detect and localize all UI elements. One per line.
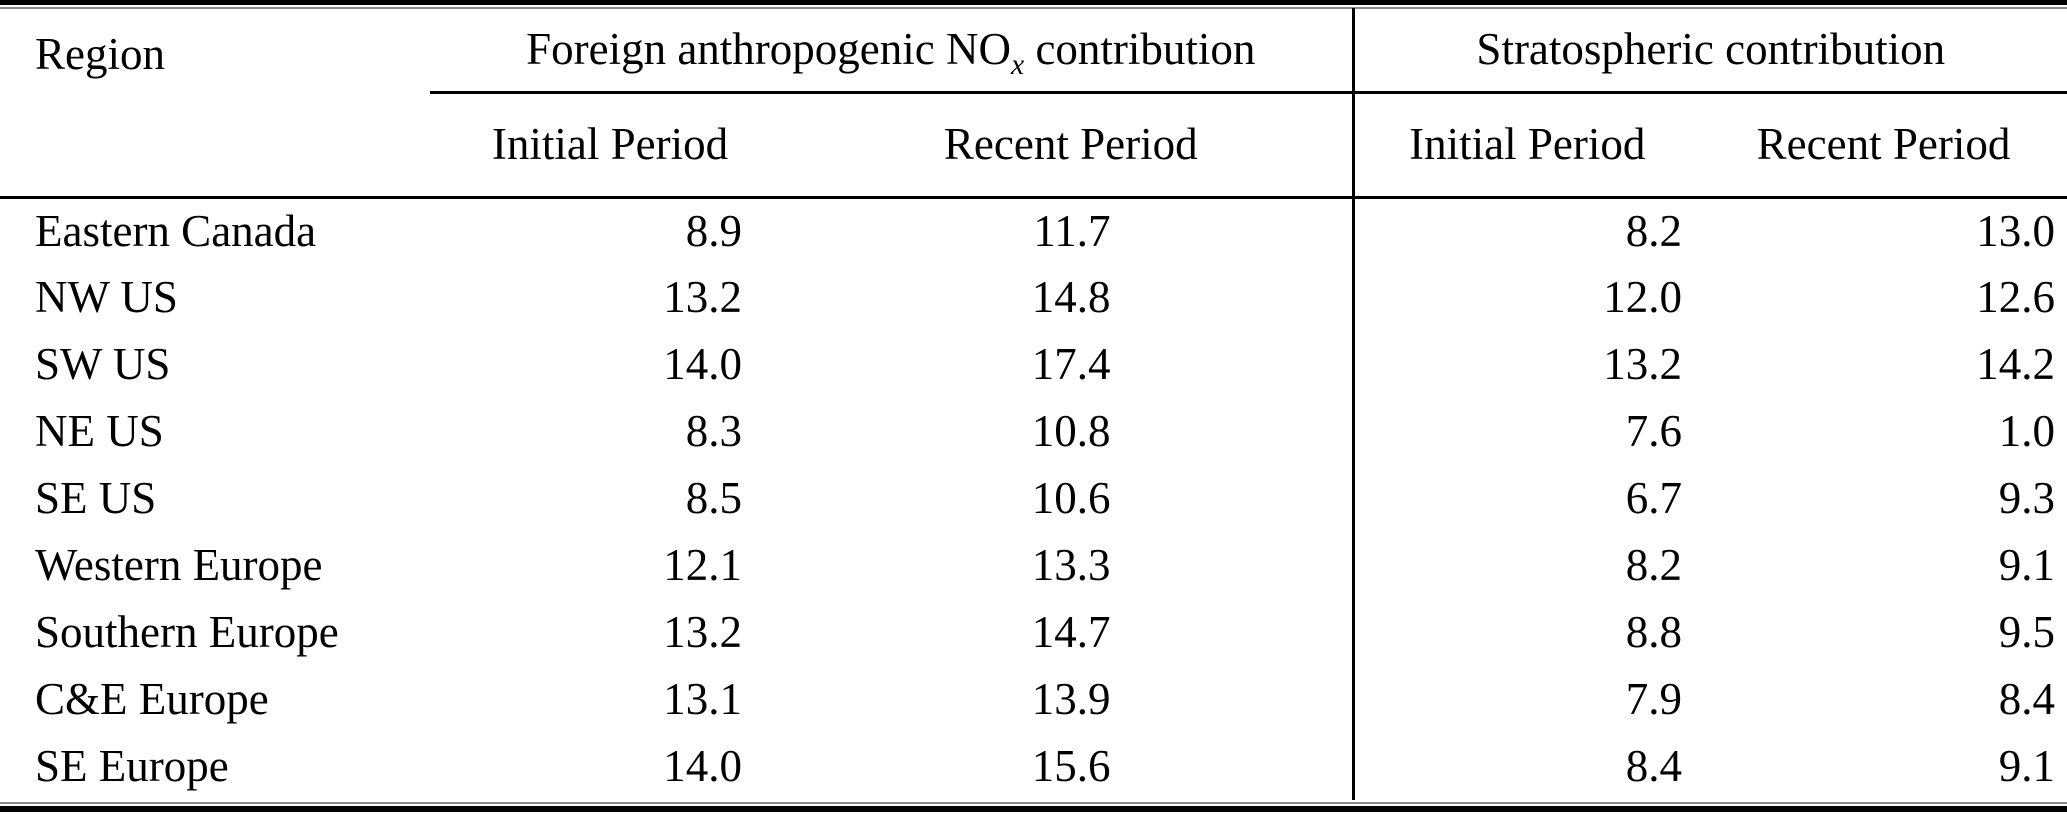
value-foreign-recent: 10.8 xyxy=(1031,406,1111,456)
sub-header-strat-recent: Recent Period xyxy=(1700,92,2067,199)
value-strat-recent: 9.1 xyxy=(1998,540,2055,590)
value-strat-recent: 9.3 xyxy=(1998,473,2055,523)
region-cell: SE Europe xyxy=(35,741,229,791)
value-strat-initial: 6.7 xyxy=(1351,465,1700,532)
value-foreign-recent: 10.6 xyxy=(1031,473,1111,523)
region-cell: SE US xyxy=(35,473,157,523)
top-rule-thick xyxy=(0,0,2067,5)
value-foreign-recent: 13.9 xyxy=(1031,674,1111,724)
value-strat-initial: 8.2 xyxy=(1351,532,1700,599)
sub-header-foreign-initial: Initial Period xyxy=(430,92,790,199)
region-cell: Eastern Canada xyxy=(35,205,317,256)
value-foreign-initial: 8.9 xyxy=(685,205,742,256)
table-row: Eastern Canada 8.9 11.7 8.2 13.0 xyxy=(0,197,2067,264)
value-foreign-recent: 14.7 xyxy=(1031,607,1111,657)
value-foreign-initial: 13.2 xyxy=(663,272,742,322)
group-header-stratospheric: Stratospheric contribution xyxy=(1351,8,2067,94)
value-strat-initial: 7.9 xyxy=(1351,666,1700,733)
value-foreign-recent: 15.6 xyxy=(1031,741,1111,791)
value-foreign-recent: 11.7 xyxy=(1033,205,1111,256)
group-header-foreign-nox-suffix: contribution xyxy=(1024,23,1256,74)
table-row: SE Europe 14.0 15.6 8.4 9.1 xyxy=(0,733,2067,800)
value-strat-recent: 9.5 xyxy=(1998,607,2055,657)
value-strat-initial: 8.2 xyxy=(1351,197,1700,264)
region-column-header: Region xyxy=(0,8,430,199)
table-header: Region Foreign anthropogenic NOx contrib… xyxy=(0,8,2067,199)
region-cell: SW US xyxy=(35,339,171,389)
value-strat-recent: 14.2 xyxy=(1976,339,2055,389)
region-cell: NW US xyxy=(35,272,178,322)
group-header-foreign-nox-prefix: Foreign anthropogenic NO xyxy=(526,23,1011,74)
value-foreign-initial: 13.1 xyxy=(663,674,742,724)
table-row: C&E Europe 13.1 13.9 7.9 8.4 xyxy=(0,666,2067,733)
table-row: SW US 14.0 17.4 13.2 14.2 xyxy=(0,331,2067,398)
value-strat-initial: 13.2 xyxy=(1351,331,1700,398)
value-foreign-recent: 17.4 xyxy=(1031,339,1111,389)
bottom-rule-thin xyxy=(0,802,2067,804)
group-header-row: Region Foreign anthropogenic NOx contrib… xyxy=(0,8,2067,199)
value-foreign-recent: 14.8 xyxy=(1031,272,1111,322)
bottom-rule-thick xyxy=(0,806,2067,812)
region-cell: Southern Europe xyxy=(35,607,339,657)
sub-header-row: Initial Period Recent Period Initial Per… xyxy=(0,92,2067,199)
value-foreign-initial: 8.3 xyxy=(685,406,742,456)
region-cell: NE US xyxy=(35,406,164,456)
value-strat-recent: 12.6 xyxy=(1976,272,2055,322)
value-foreign-initial: 8.5 xyxy=(685,473,742,523)
group-header-foreign-nox: Foreign anthropogenic NOx contribution xyxy=(430,8,1353,94)
value-strat-initial: 7.6 xyxy=(1351,398,1700,465)
region-cell: Western Europe xyxy=(35,540,323,590)
table-row: SE US 8.5 10.6 6.7 9.3 xyxy=(0,465,2067,532)
value-foreign-initial: 12.1 xyxy=(663,540,742,590)
region-cell: C&E Europe xyxy=(35,674,269,724)
table-row: NE US 8.3 10.8 7.6 1.0 xyxy=(0,398,2067,465)
sub-header-foreign-recent: Recent Period xyxy=(790,92,1353,199)
value-foreign-initial: 14.0 xyxy=(663,339,742,389)
table-row: Southern Europe 13.2 14.7 8.8 9.5 xyxy=(0,599,2067,666)
contribution-table: Region Foreign anthropogenic NOx contrib… xyxy=(0,8,2067,800)
value-foreign-initial: 13.2 xyxy=(663,607,742,657)
value-strat-recent: 13.0 xyxy=(1976,205,2055,256)
table-body: Eastern Canada 8.9 11.7 8.2 13.0 NW US 13.2 14.… xyxy=(0,197,2067,800)
value-strat-recent: 1.0 xyxy=(1998,406,2055,456)
value-strat-recent: 9.1 xyxy=(1998,741,2055,791)
value-strat-initial: 8.8 xyxy=(1351,599,1700,666)
table-row: NW US 13.2 14.8 12.0 12.6 xyxy=(0,264,2067,331)
value-strat-recent: 8.4 xyxy=(1998,674,2055,724)
value-strat-initial: 8.4 xyxy=(1351,733,1700,800)
value-strat-initial: 12.0 xyxy=(1351,264,1700,331)
table-row: Western Europe 12.1 13.3 8.2 9.1 xyxy=(0,532,2067,599)
nox-subscript: x xyxy=(1011,48,1025,81)
value-foreign-recent: 13.3 xyxy=(1031,540,1111,590)
value-foreign-initial: 14.0 xyxy=(663,741,742,791)
sub-header-strat-initial: Initial Period xyxy=(1351,92,1700,199)
